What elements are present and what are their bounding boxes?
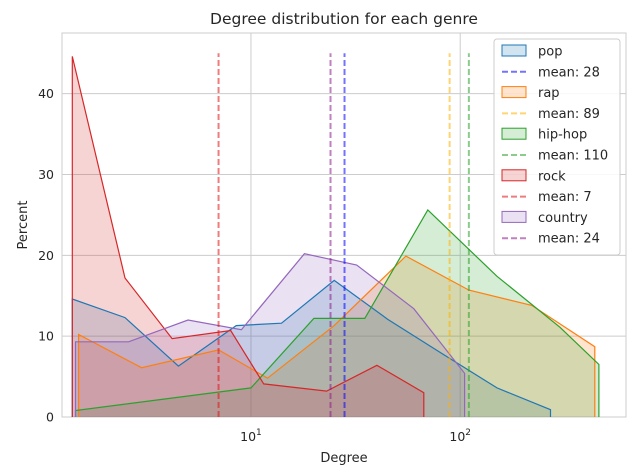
legend-swatch xyxy=(501,169,527,182)
y-tick-label: 20 xyxy=(38,248,54,263)
series-line-country xyxy=(74,253,466,417)
y-axis-ticks: 0 10 20 30 40 xyxy=(38,86,54,424)
series-line-pop xyxy=(71,279,552,417)
legend-label: pop xyxy=(538,45,562,60)
series-area-country xyxy=(75,253,465,417)
chart-title: Degree distribution for each genre xyxy=(210,10,478,28)
mean-lines xyxy=(217,53,470,417)
legend-swatch xyxy=(501,210,527,223)
legend-label: rock xyxy=(538,169,566,184)
legend-label: mean: 7 xyxy=(538,190,592,205)
series-line-rap xyxy=(77,255,596,417)
legend-swatch xyxy=(501,86,527,99)
y-axis-label: Percent xyxy=(16,201,31,250)
series-area-pop xyxy=(72,280,551,417)
series-line-hip-hop xyxy=(74,209,600,417)
legend-label: mean: 89 xyxy=(538,107,600,122)
x-tick-label: 102 xyxy=(449,428,471,444)
series-area-rock xyxy=(72,56,424,418)
legend-label: rap xyxy=(538,86,560,101)
legend-label: mean: 24 xyxy=(538,232,600,247)
y-tick-label: 40 xyxy=(38,86,54,101)
y-tick-label: 0 xyxy=(46,410,54,425)
series-line-rock xyxy=(71,56,425,417)
x-axis-ticks: 101 102 xyxy=(240,428,471,444)
legend-swatch xyxy=(501,127,527,140)
legend-label: mean: 28 xyxy=(538,65,600,80)
y-tick-label: 10 xyxy=(38,329,54,344)
x-axis-label: Degree xyxy=(320,451,367,466)
series-area-rap xyxy=(78,256,595,417)
legend-label: country xyxy=(538,211,588,226)
legend: pop mean: 28 rap mean: 89 hip-hop mean: 110 ro… xyxy=(493,38,621,256)
legend-swatch xyxy=(501,44,527,57)
y-tick-label: 30 xyxy=(38,167,54,182)
legend-label: mean: 110 xyxy=(538,149,608,164)
legend-label: hip-hop xyxy=(538,128,587,143)
x-tick-label: 101 xyxy=(240,428,262,444)
